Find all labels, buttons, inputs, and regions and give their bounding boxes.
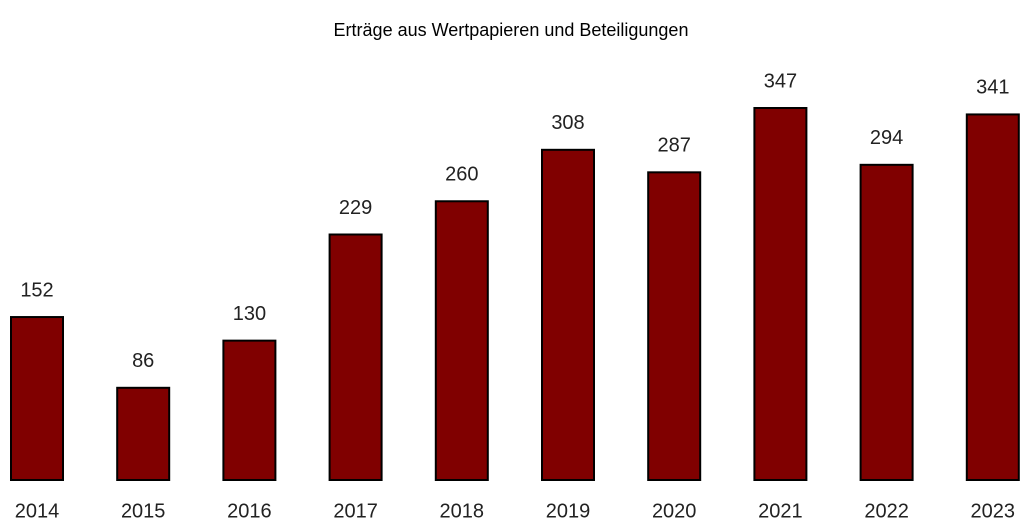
x-tick-label: 2021 [758, 500, 803, 522]
x-tick-label: 2022 [864, 500, 909, 522]
bar [965, 113, 1020, 481]
value-label: 341 [976, 77, 1009, 99]
bar [434, 200, 489, 481]
x-tick-label: 2016 [227, 500, 272, 522]
bar [222, 339, 277, 481]
bar [753, 107, 808, 481]
bar [859, 163, 914, 481]
bar [328, 233, 383, 481]
bar [116, 386, 171, 482]
value-label: 308 [551, 112, 584, 134]
bar [647, 171, 702, 482]
value-label: 130 [233, 303, 266, 325]
value-label: 347 [764, 70, 797, 92]
x-tick-label: 2014 [15, 500, 60, 522]
bar [10, 316, 64, 481]
value-label: 287 [658, 135, 691, 157]
x-tick-label: 2020 [652, 500, 697, 522]
value-label: 86 [132, 350, 154, 372]
value-label: 229 [339, 197, 372, 219]
value-label: 294 [870, 127, 903, 149]
x-tick-label: 2018 [440, 500, 485, 522]
chart-title: Erträge aus Wertpapieren und Beteiligung… [334, 20, 689, 40]
x-tick-label: 2023 [971, 500, 1016, 522]
bar [541, 148, 595, 482]
x-tick-label: 2017 [333, 500, 378, 522]
x-tick-label: 2015 [121, 500, 166, 522]
x-tick-label: 2019 [546, 500, 591, 522]
value-label: 152 [20, 279, 53, 301]
value-label: 260 [445, 164, 478, 186]
